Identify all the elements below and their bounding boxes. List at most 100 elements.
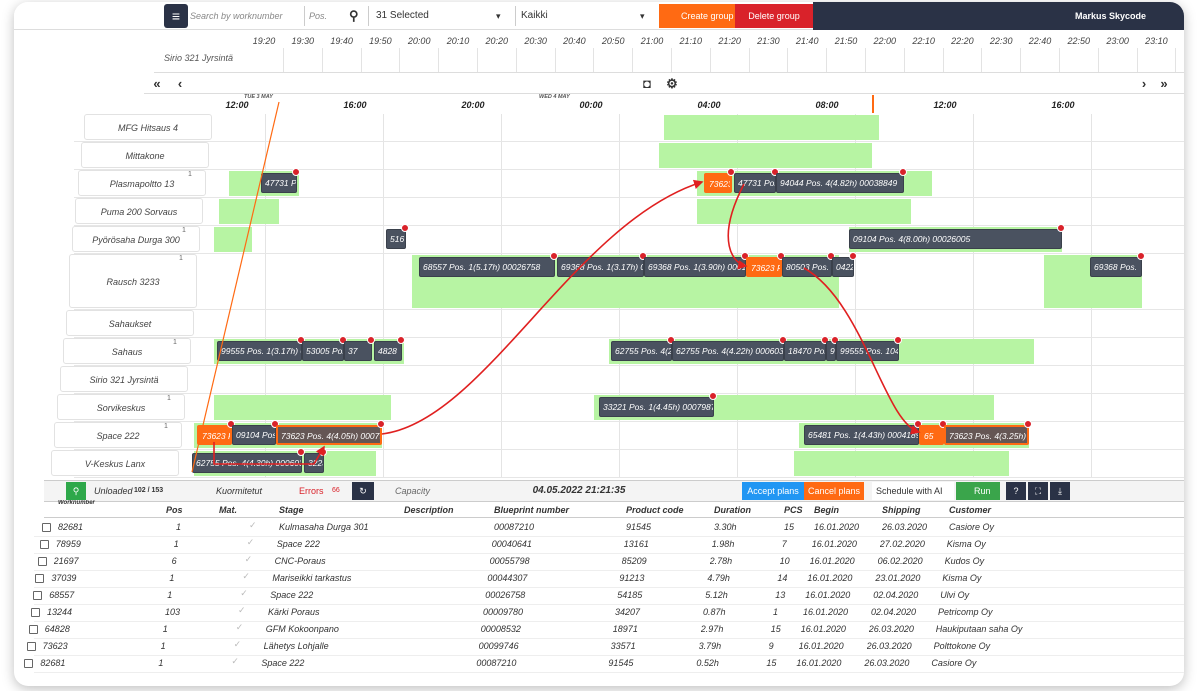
work-bar[interactable]: 99555 Pos. 104( bbox=[836, 341, 899, 361]
capacity-block bbox=[664, 115, 879, 140]
row-checkbox[interactable] bbox=[39, 540, 49, 549]
table-cell: 1.98h bbox=[711, 539, 735, 549]
work-bar[interactable]: 33221 Pos. 1(4.45h) 00079870 bbox=[599, 397, 714, 417]
work-bar[interactable]: 65481 Pos. 1(4.43h) 00041894 bbox=[804, 425, 919, 445]
table-cell: Space 222 bbox=[270, 590, 314, 600]
work-bar[interactable]: 68557 Pos. 1(5.17h) 00026758 bbox=[419, 257, 555, 277]
table-cell: Polttokone Oy bbox=[933, 641, 991, 651]
work-bar[interactable]: 3223 bbox=[304, 453, 324, 473]
work-bar[interactable]: 516 bbox=[386, 229, 406, 249]
table-cell: 26.03.2020 bbox=[866, 641, 912, 651]
nav-prev[interactable]: ‹ bbox=[177, 76, 183, 91]
label: Unloaded bbox=[94, 486, 133, 496]
work-bar[interactable]: 47731 Pos. bbox=[734, 173, 776, 193]
row-checkbox[interactable] bbox=[26, 642, 36, 651]
work-bar[interactable]: 62755 Pos. 4(4.30h) 00060312 bbox=[192, 453, 302, 473]
unloaded-tab[interactable]: Unloaded bbox=[94, 482, 174, 500]
work-bar[interactable]: 80503 Pos. 1 bbox=[782, 257, 832, 277]
errors-tab[interactable]: Errors bbox=[299, 486, 324, 496]
work-bar[interactable]: 73623 P bbox=[197, 425, 232, 445]
menu-button[interactable]: ≡ bbox=[164, 4, 188, 28]
work-bar[interactable]: 69368 Pos. 1(3.17h) 00 bbox=[557, 257, 644, 277]
pos-input[interactable]: Pos. bbox=[309, 6, 369, 26]
icon-button[interactable]: ⤓ bbox=[1050, 482, 1070, 500]
table-cell: Petricomp Oy bbox=[938, 607, 993, 617]
row-checkbox[interactable] bbox=[42, 523, 51, 532]
table-cell: 6 bbox=[171, 556, 177, 566]
table-cell: 14 bbox=[777, 573, 788, 583]
schedule-select[interactable]: Schedule with AI bbox=[872, 482, 954, 500]
time-label: 22:20 bbox=[951, 36, 974, 46]
hour-label: 04:00 bbox=[697, 100, 721, 110]
work-bar[interactable]: 62755 Pos. 4(2. bbox=[611, 341, 672, 361]
column-header: Product code bbox=[626, 505, 684, 515]
nav-row bbox=[144, 74, 1184, 94]
filter-select[interactable]: Kaikki bbox=[521, 10, 548, 21]
work-bar[interactable]: 37 bbox=[344, 341, 372, 361]
search-input[interactable]: Search by worknumber bbox=[190, 6, 305, 26]
work-bar[interactable]: 53005 Pos bbox=[302, 341, 344, 361]
work-bar[interactable]: 09104 Pos. bbox=[232, 425, 276, 445]
table-cell: 7 bbox=[781, 539, 787, 549]
work-bar[interactable]: 73623 bbox=[704, 173, 732, 193]
row-checkbox[interactable] bbox=[28, 625, 38, 634]
bar-warning bbox=[401, 224, 409, 232]
nav-camera[interactable]: ◘ bbox=[643, 76, 651, 91]
work-bar[interactable]: 0422 bbox=[832, 257, 854, 277]
time-label: 19:20 bbox=[252, 36, 276, 46]
resource-label: MFG Hitsaus 4 bbox=[84, 114, 212, 140]
table-cell: 1 bbox=[160, 641, 166, 651]
work-bar[interactable]: 65 bbox=[919, 425, 944, 445]
work-bar[interactable]: 94044 Pos. 4(4.82h) 00038849 bbox=[776, 173, 904, 193]
time-grid bbox=[321, 48, 323, 72]
table-cell: 16.01.2020 bbox=[811, 539, 857, 549]
work-bar[interactable]: 4828 bbox=[374, 341, 402, 361]
time-grid bbox=[477, 48, 478, 72]
cancel-button[interactable]: Cancel plans bbox=[804, 482, 864, 500]
row-checkbox[interactable] bbox=[33, 591, 43, 600]
work-bar[interactable]: 73623 P bbox=[746, 257, 782, 277]
work-bar[interactable]: 18470 Pos. bbox=[784, 341, 826, 361]
work-bar[interactable]: 62755 Pos. 4(4.22h) 00060312 bbox=[672, 341, 784, 361]
table-cell: Space 222 bbox=[261, 658, 305, 668]
create-group-button[interactable]: Create group bbox=[659, 4, 735, 28]
now-marker bbox=[872, 95, 874, 113]
work-bar[interactable]: 9 bbox=[826, 341, 836, 361]
hour-label: 12:00 bbox=[933, 100, 957, 110]
table-cell: Lähetys Lohjalle bbox=[263, 641, 329, 651]
work-bar[interactable]: 73623 Pos. 4(4.05h) 0007926 bbox=[276, 425, 382, 445]
row-checkbox[interactable] bbox=[31, 608, 40, 617]
time-label: 20:50 bbox=[601, 36, 625, 46]
row-checkbox[interactable] bbox=[35, 574, 45, 583]
run-button[interactable]: Run bbox=[956, 482, 1000, 500]
table-cell: 16.01.2020 bbox=[803, 607, 849, 617]
row-checkbox[interactable] bbox=[37, 557, 47, 566]
row-checkbox[interactable] bbox=[24, 659, 34, 668]
material-check: ✓ bbox=[246, 537, 255, 547]
column-header: Duration bbox=[714, 505, 751, 515]
refresh-button[interactable]: ↻ bbox=[352, 482, 374, 500]
work-bar[interactable]: 73623 Pos. 4(3.25h) 00 bbox=[944, 425, 1029, 445]
nav-last[interactable]: » bbox=[1160, 76, 1168, 91]
nav-settings[interactable]: ⚙ bbox=[666, 76, 678, 91]
work-bar[interactable]: 99555 Pos. 1(3.17h) 00 bbox=[217, 341, 302, 361]
icon-button[interactable]: ⛶ bbox=[1028, 482, 1048, 500]
work-bar[interactable]: 09104 Pos. 4(8.00h) 00026005 bbox=[849, 229, 1062, 249]
panel-search[interactable]: ⚲ bbox=[66, 482, 86, 500]
group-select[interactable]: 31 Selected bbox=[376, 6, 516, 26]
loaded-tab[interactable]: Kuormitetut bbox=[215, 486, 263, 496]
user-bar[interactable]: Markus Skycode bbox=[813, 2, 1184, 30]
icon-button[interactable]: ? bbox=[1006, 482, 1026, 500]
work-bar[interactable]: 47731 P bbox=[261, 173, 297, 193]
table-cell: 00026758 bbox=[485, 590, 526, 600]
work-bar[interactable]: 69368 Pos. 1(3.90h) 0001 bbox=[644, 257, 746, 277]
table-cell: 5.12h bbox=[705, 590, 728, 600]
delete-group-button[interactable]: Delete group bbox=[735, 4, 813, 28]
nav-first[interactable]: « bbox=[153, 76, 161, 91]
time-grid bbox=[360, 48, 362, 72]
work-bar[interactable]: 69368 Pos. bbox=[1090, 257, 1142, 277]
nav-next[interactable]: › bbox=[1141, 76, 1147, 91]
accept-button[interactable]: Accept plans bbox=[742, 482, 804, 500]
table-cell: 18971 bbox=[612, 624, 638, 634]
capacity-tab[interactable]: Capacity bbox=[395, 486, 431, 496]
